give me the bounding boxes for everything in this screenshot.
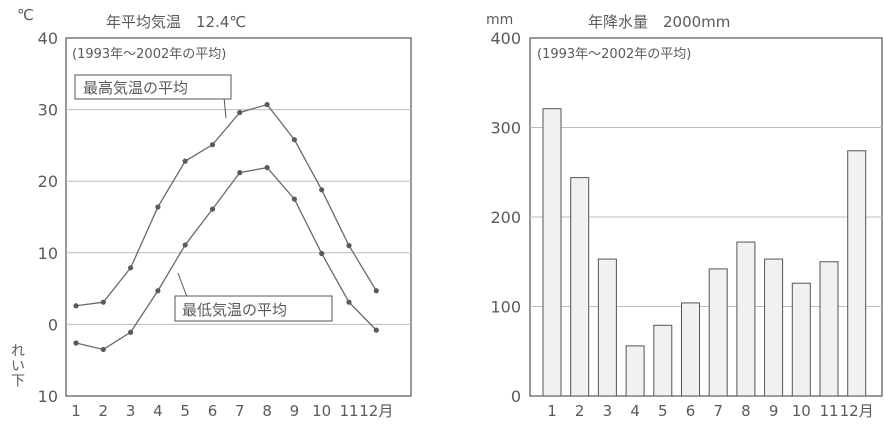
min-temp-point [100,346,106,353]
min-temp-point [128,329,134,335]
precip-y-tick-label: 400 [490,29,521,48]
temp-x-tick-label: 1 [71,402,81,420]
temp-series-lines [75,103,377,351]
precip-bar [597,258,617,397]
max-temp-point [100,299,106,305]
max-label-leader [223,96,227,119]
max-temp-point [128,265,134,271]
temp-x-tick-label: 9 [290,402,300,420]
precip-x-tick-label: 3 [603,402,613,420]
temp-x-tick-label: 7 [235,402,245,420]
temp-series-points [73,101,379,353]
temp-y-tick-label: 30 [38,101,58,120]
precip-bars [542,108,867,397]
temp-x-tick-label: 2 [99,402,109,420]
max-temp-line [75,103,377,307]
temp-y-tick-label: 10 [38,244,58,263]
min-temp-point [209,206,216,212]
precip-x-tick-label: 9 [769,402,779,420]
precip-y-tick-label: 100 [490,298,521,317]
max-temp-point [319,187,325,193]
temp-y-tick-label: 40 [38,29,58,48]
precip-x-tick-label: 5 [658,402,668,420]
min-temp-point [155,288,161,294]
min-temp-point [237,170,243,176]
precip-x-tick-label: 1 [547,402,557,420]
min-temp-point [346,299,352,305]
temp-x-tick-label: 4 [153,402,163,420]
min-label-leader [177,272,188,298]
temp-y-axis: 40 30 20 10 0 10 [38,29,58,406]
temp-x-tick-label: 12月 [359,402,393,420]
min-temp-point [73,340,79,346]
max-temp-point [73,303,79,309]
max-temp-point [237,109,243,116]
precip-y-axis: 400 300 200 100 0 [490,29,521,406]
precipitation-chart: 400 300 200 100 0 1 2 3 4 5 6 7 8 9 10 11 12月 mm 年降水量 2… [486,12,883,420]
precip-bar [791,282,811,397]
max-temp-point [373,288,379,294]
precip-unit-label: mm [486,12,513,28]
below-zero-label: れい下 [9,343,25,388]
temp-unit-label: ℃ [17,6,34,24]
precip-x-tick-label: 8 [741,402,751,420]
max-temp-point [182,158,188,164]
precip-bar [653,324,673,397]
temp-x-tick-label: 10 [312,402,331,420]
precip-y-tick-label: 0 [511,387,521,406]
precip-x-tick-label: 4 [630,402,640,420]
temp-gridlines [66,109,411,325]
precip-x-axis: 1 2 3 4 5 6 7 8 9 10 11 12月 [547,402,874,420]
temp-y-tick-label: 10 [38,387,58,406]
precip-bar [681,302,700,397]
temp-x-tick-label: 3 [126,402,136,420]
precip-bar [708,268,728,397]
min-temp-point [264,164,270,171]
min-temp-line [75,166,377,351]
precip-bar [847,150,867,397]
temp-chart-title: 年平均気温 12.4℃ [106,13,246,31]
temp-x-tick-label: 6 [208,402,218,420]
temp-x-tick-label: 11 [339,402,358,420]
precip-bar [625,345,645,397]
precip-bar [736,241,756,397]
precip-period-note: (1993年～2002年の平均) [537,47,691,62]
max-temp-point [264,101,270,108]
precip-x-tick-label: 11 [819,402,838,420]
temp-y-tick-label: 20 [38,172,58,191]
temp-x-tick-label: 8 [262,402,272,420]
min-temp-point [373,327,379,333]
min-temp-point [182,242,188,248]
temp-x-axis: 1 2 3 4 5 6 7 8 9 10 11 12月 [71,402,393,420]
precip-bar [764,258,784,397]
precip-x-tick-label: 2 [575,402,585,420]
max-series-label-box [74,74,232,100]
temp-y-tick-label: 0 [48,315,58,334]
max-temp-point [291,137,297,143]
min-series-label-box [174,295,333,322]
max-temp-point [346,243,352,249]
precip-x-tick-label: 6 [686,402,696,420]
max-temp-point [209,142,216,148]
precip-bar [542,108,562,397]
precip-bar [819,261,839,397]
precip-bar [570,177,590,397]
max-temp-point [155,204,161,210]
precip-x-tick-label: 10 [792,402,811,420]
min-temp-point [291,196,297,202]
temp-period-note: (1993年～2002年の平均) [72,47,226,62]
temperature-chart: 40 30 20 10 0 10 1 2 3 4 5 6 7 8 9 10 11 12月 ℃ 年平均気温 12.… [9,6,412,420]
precip-y-tick-label: 300 [490,119,521,138]
precip-x-tick-label: 12月 [840,402,874,420]
min-series-label: 最低気温の平均 [182,301,287,319]
precip-x-tick-label: 7 [713,402,723,420]
temp-x-tick-label: 5 [180,402,190,420]
max-series-label: 最高気温の平均 [83,79,188,97]
min-temp-point [319,250,325,257]
precip-y-tick-label: 200 [490,208,521,227]
precip-chart-title: 年降水量 2000mm [588,13,730,31]
